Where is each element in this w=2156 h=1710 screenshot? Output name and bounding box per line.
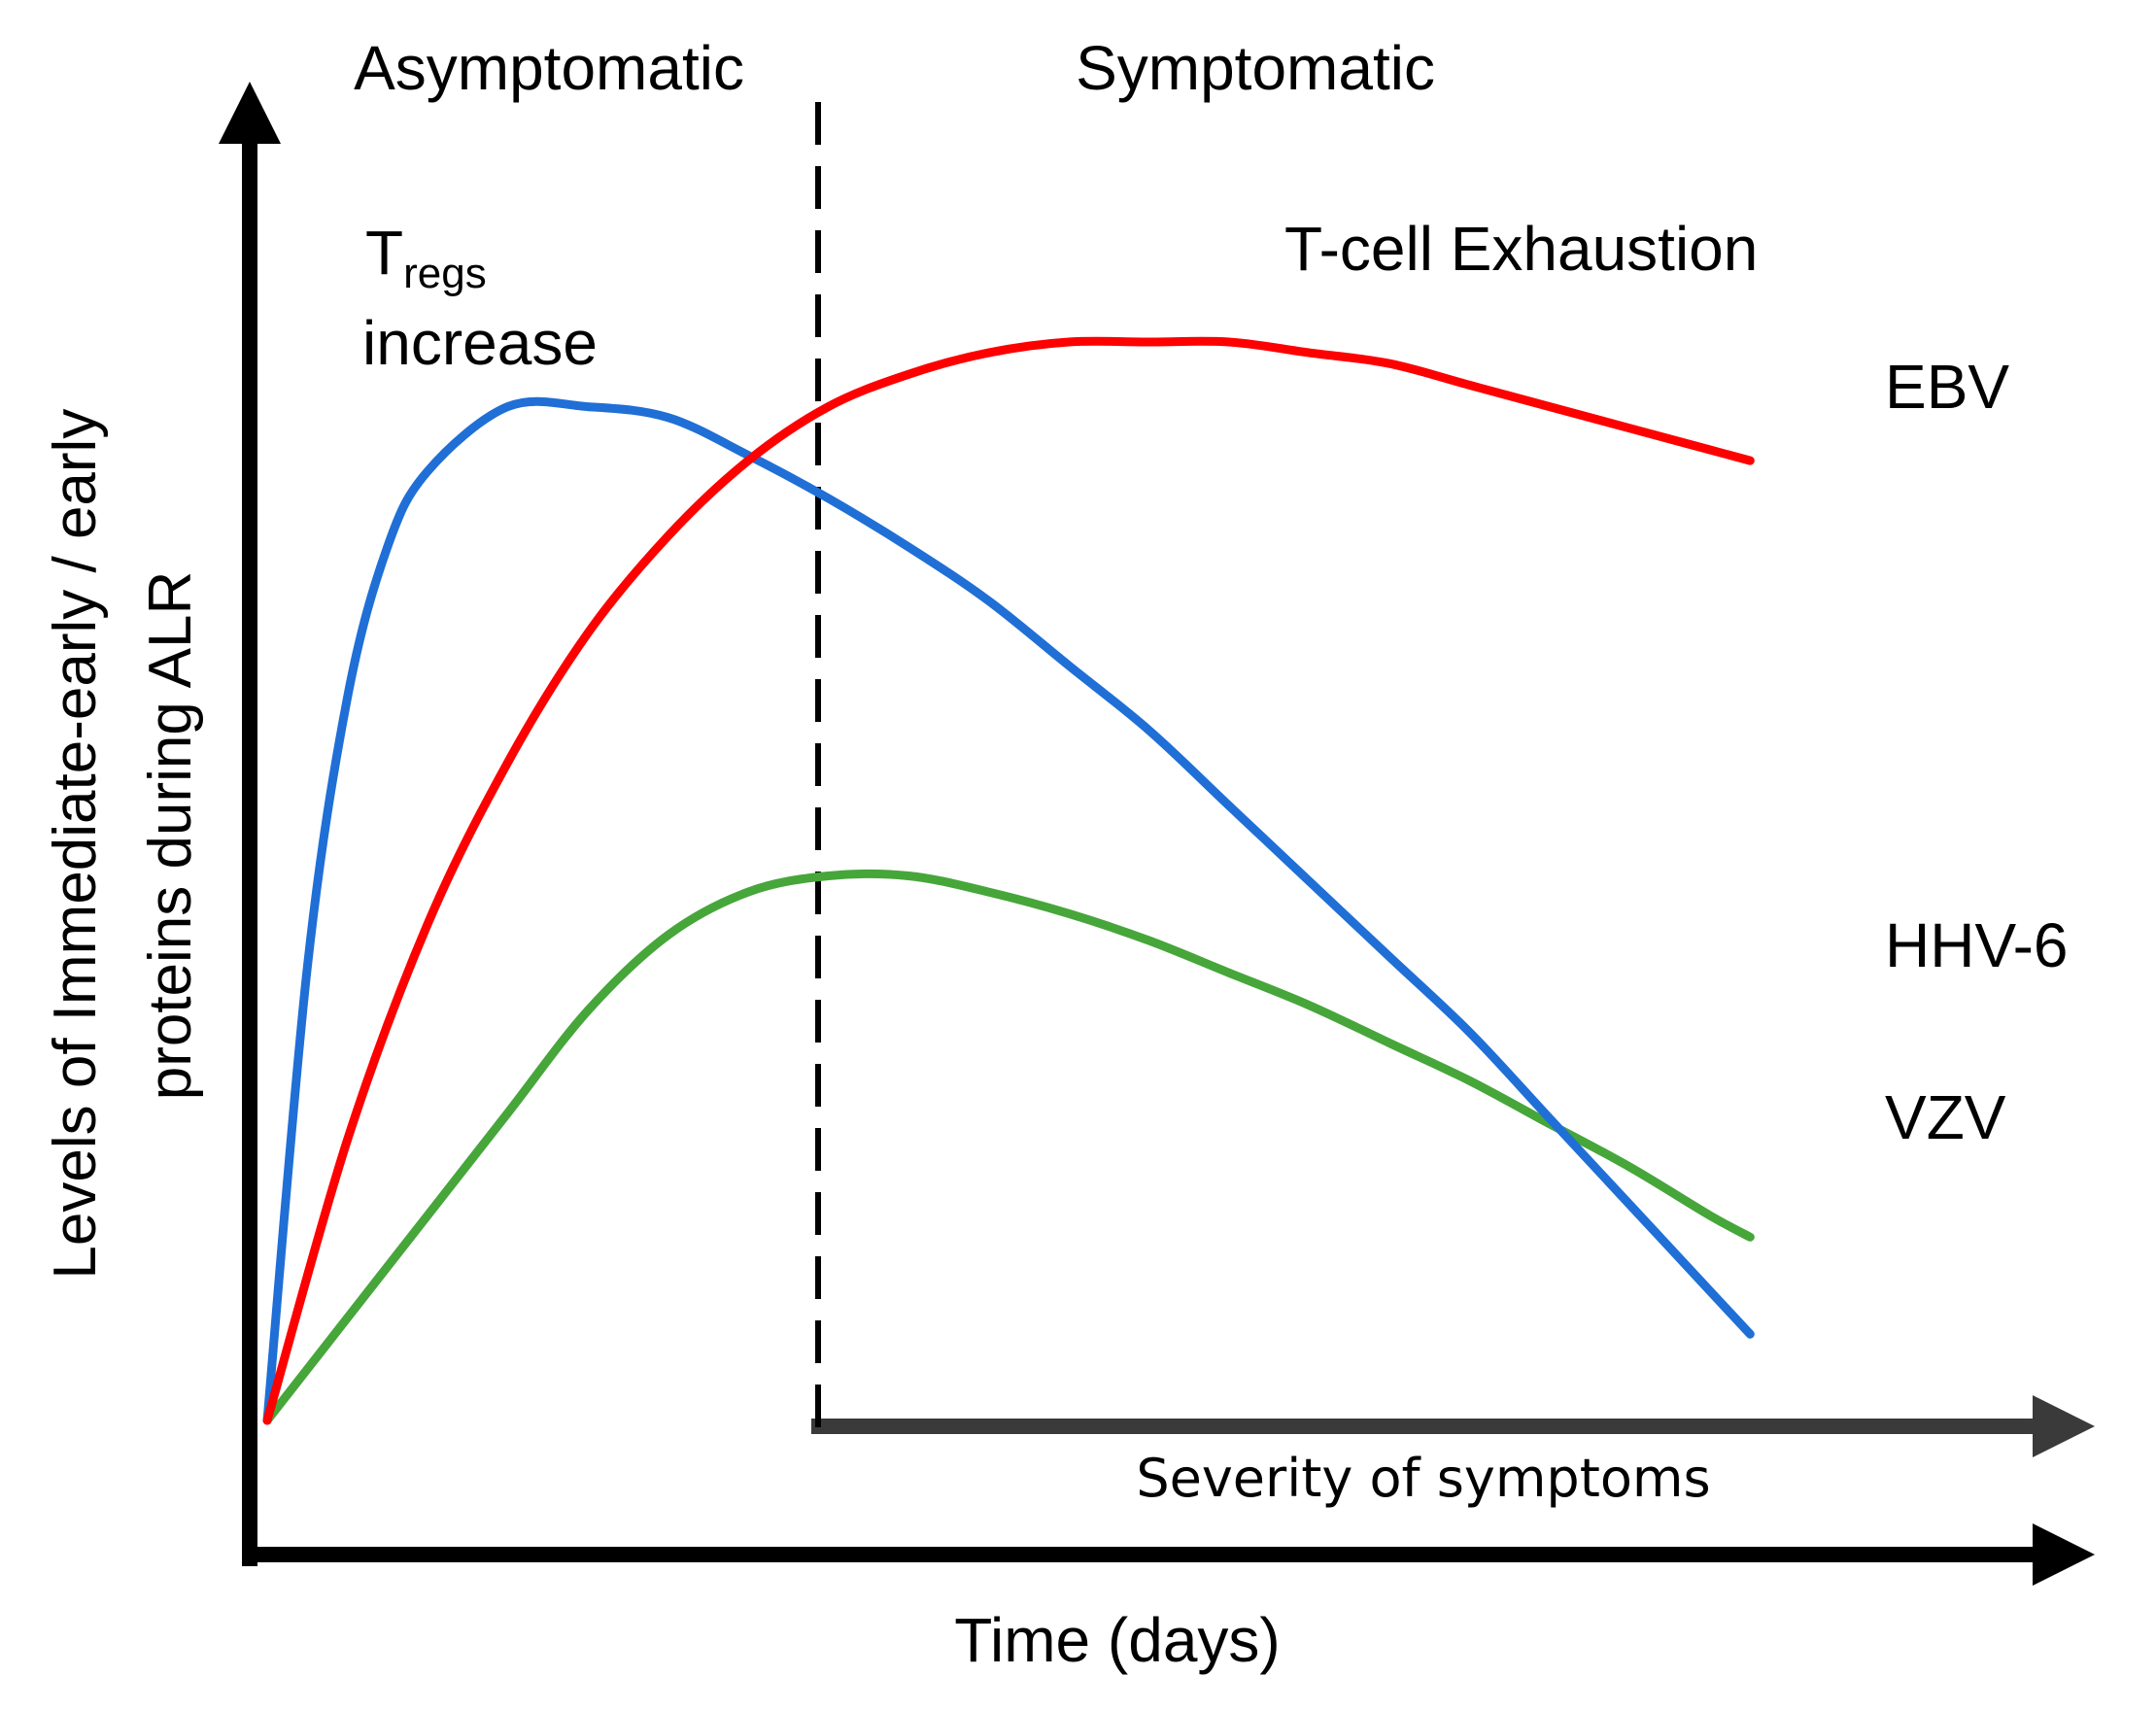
y-axis-title: Levels of Immediate-early / early protei… bbox=[42, 392, 204, 1279]
asymptomatic-label: Asymptomatic bbox=[354, 33, 744, 103]
t-cell-exhaustion-label: T-cell Exhaustion bbox=[1284, 214, 1758, 284]
series-line-hhv6 bbox=[262, 396, 1755, 1425]
series-label-ebv: EBV bbox=[1885, 352, 2009, 422]
tregs-main: T bbox=[365, 218, 403, 288]
series-lines bbox=[262, 336, 1755, 1425]
severity-label: Severity of symptoms bbox=[1136, 1448, 1710, 1509]
series-line-ebv bbox=[262, 336, 1755, 1425]
x-axis-title: Time (days) bbox=[954, 1605, 1280, 1675]
series-line-vzv bbox=[262, 869, 1755, 1425]
y-axis-title-line2: proteins during ALR bbox=[137, 571, 204, 1101]
tregs-label: Tregs bbox=[365, 218, 487, 297]
tregs-increase-label: increase bbox=[362, 308, 598, 378]
series-label-hhv6: HHV-6 bbox=[1885, 910, 2069, 980]
tregs-subscript: regs bbox=[403, 250, 487, 297]
y-axis-title-line1: Levels of Immediate-early / early bbox=[42, 409, 109, 1280]
series-label-vzv: VZV bbox=[1885, 1082, 2006, 1152]
symptomatic-label: Symptomatic bbox=[1076, 33, 1435, 103]
